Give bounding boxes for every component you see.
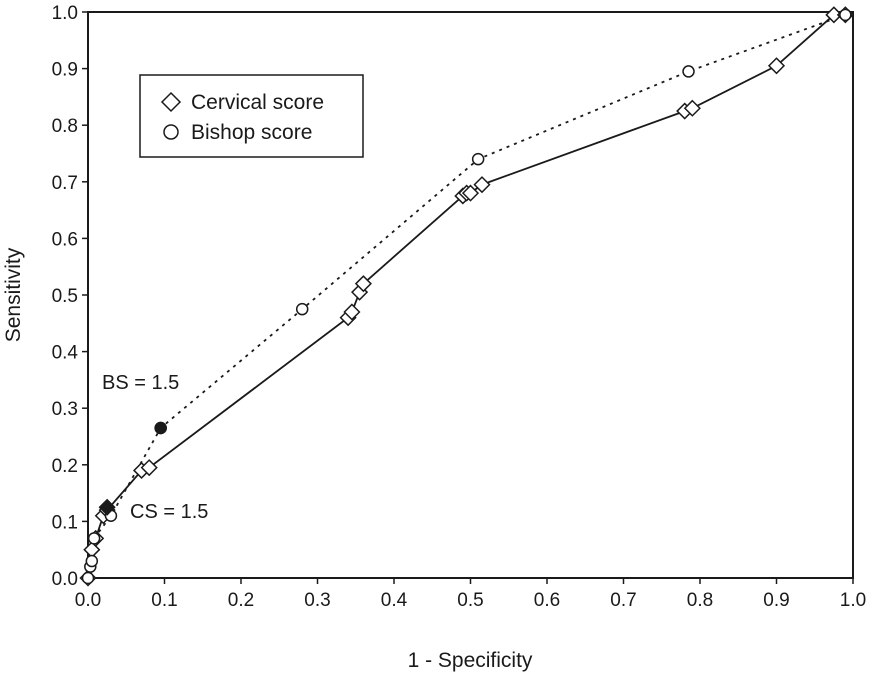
legend-circle-icon: [163, 124, 179, 140]
legend-label-cervical: Cervical score: [191, 91, 324, 114]
y-tick-label: 0.2: [52, 456, 78, 477]
legend-box: [139, 74, 364, 158]
cervical-score-point: [683, 99, 701, 117]
x-tick-label: 0.3: [304, 590, 330, 611]
cervical-score-point: [767, 57, 786, 75]
bishop-score-point: [295, 302, 309, 316]
y-tick-label: 0.3: [52, 399, 78, 420]
x-tick-label: 0.1: [151, 590, 177, 611]
y-tick-label: 0.7: [52, 173, 78, 194]
axis-ticks: 0.0 0.1 0.2 0.3 0.4 0.5 0.6 0.7 0.8 0.9 1.0 0.0 0.1 0…: [52, 3, 867, 611]
cervical-score-point: [825, 6, 843, 24]
y-tick-label: 0.1: [52, 512, 78, 533]
cervical-score-point: [473, 176, 491, 194]
x-tick-label: 0.8: [687, 590, 713, 611]
annotation-cs: CS = 1.5: [130, 501, 208, 523]
y-tick-label: 0.8: [52, 116, 78, 137]
x-tick-label: 0.5: [457, 590, 483, 611]
y-tick-label: 0.5: [52, 286, 78, 307]
cervical-score-point: [461, 184, 480, 202]
bishop-threshold-point: [154, 421, 167, 435]
x-tick-label: 0.6: [534, 590, 560, 611]
cervical-score-point: [343, 303, 361, 321]
x-tick-label: 0.9: [763, 590, 789, 611]
bishop-score-point: [471, 152, 485, 166]
bishop-score-point: [682, 65, 695, 78]
y-axis-title: Sensitivity: [2, 247, 25, 342]
x-tick-label: 0.0: [75, 590, 101, 611]
y-tick-label: 1.0: [52, 3, 78, 24]
legend: Cervical score Bishop score: [139, 74, 364, 158]
cervical-score-point: [354, 275, 372, 293]
y-tick-label: 0.9: [52, 60, 78, 81]
bishop-score-point: [81, 571, 95, 585]
x-axis-title: 1 - Specificity: [408, 649, 533, 672]
y-tick-label: 0.0: [52, 569, 78, 590]
bishop-score-point: [87, 532, 101, 545]
bishop-score-point: [839, 8, 852, 22]
x-tick-label: 0.4: [381, 590, 408, 611]
y-tick-label: 0.4: [52, 343, 79, 364]
x-tick-label: 0.7: [610, 590, 636, 611]
cervical-threshold-point: [98, 498, 116, 516]
bishop-score-point: [85, 554, 99, 568]
x-tick-label: 0.2: [228, 590, 254, 611]
annotation-bs: BS = 1.5: [102, 372, 179, 394]
legend-diamond-icon: [160, 91, 182, 113]
x-tick-label: 1.0: [840, 590, 866, 611]
y-tick-label: 0.6: [52, 229, 78, 250]
cervical-score-point: [140, 459, 158, 477]
legend-label-bishop: Bishop score: [191, 121, 312, 144]
series-markers: [79, 6, 854, 587]
